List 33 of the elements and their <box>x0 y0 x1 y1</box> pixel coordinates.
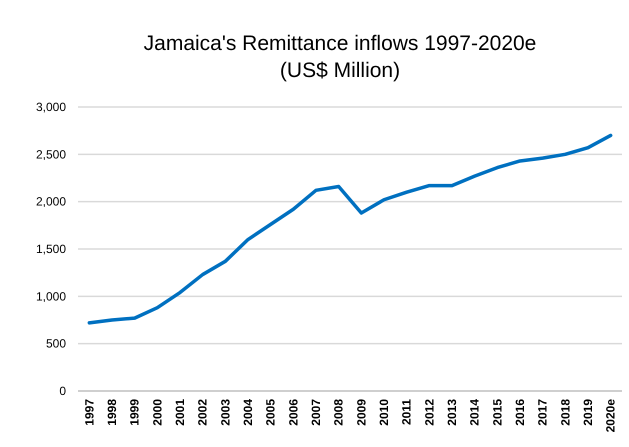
x-tick-label: 2005 <box>264 398 278 426</box>
x-tick-label: 2008 <box>332 398 346 426</box>
y-tick-label: 2,000 <box>36 194 66 209</box>
x-tick-label: 2009 <box>354 398 368 426</box>
x-tick-label: 2006 <box>286 398 300 426</box>
x-tick-label: 2000 <box>150 398 164 426</box>
x-tick-label: 2017 <box>536 398 550 426</box>
x-tick-label: 2010 <box>377 398 391 426</box>
x-tick-label: 2014 <box>468 398 482 426</box>
y-tick-label: 500 <box>46 336 66 351</box>
x-tick-label: 1999 <box>128 398 142 426</box>
x-tick-label: 1998 <box>105 398 119 426</box>
x-tick-label: 2019 <box>581 398 595 426</box>
y-tick-label: 0 <box>59 384 66 398</box>
x-tick-label: 2002 <box>196 398 210 426</box>
x-tick-label: 2007 <box>309 398 323 426</box>
y-tick-label: 3,000 <box>36 100 66 114</box>
y-tick-label: 2,500 <box>36 147 66 162</box>
x-tick-label: 2001 <box>173 398 187 426</box>
x-tick-label: 2013 <box>445 398 459 426</box>
x-tick-label: 2012 <box>422 398 436 426</box>
x-tick-label: 2003 <box>218 398 232 426</box>
x-tick-label: 1997 <box>82 398 96 426</box>
x-tick-label: 2015 <box>490 398 504 426</box>
x-tick-label: 2020e <box>604 398 618 432</box>
chart-title: Jamaica's Remittance inflows 1997-2020e (US$ Million) <box>144 32 536 82</box>
y-tick-label: 1,500 <box>36 242 66 256</box>
x-tick-label: 2018 <box>558 398 572 426</box>
x-tick-label: 2011 <box>400 398 414 426</box>
y-tick-label: 1,000 <box>36 289 66 304</box>
x-tick-label: 2004 <box>241 398 255 426</box>
x-tick-label: 2016 <box>513 398 527 426</box>
line-series <box>88 134 612 325</box>
